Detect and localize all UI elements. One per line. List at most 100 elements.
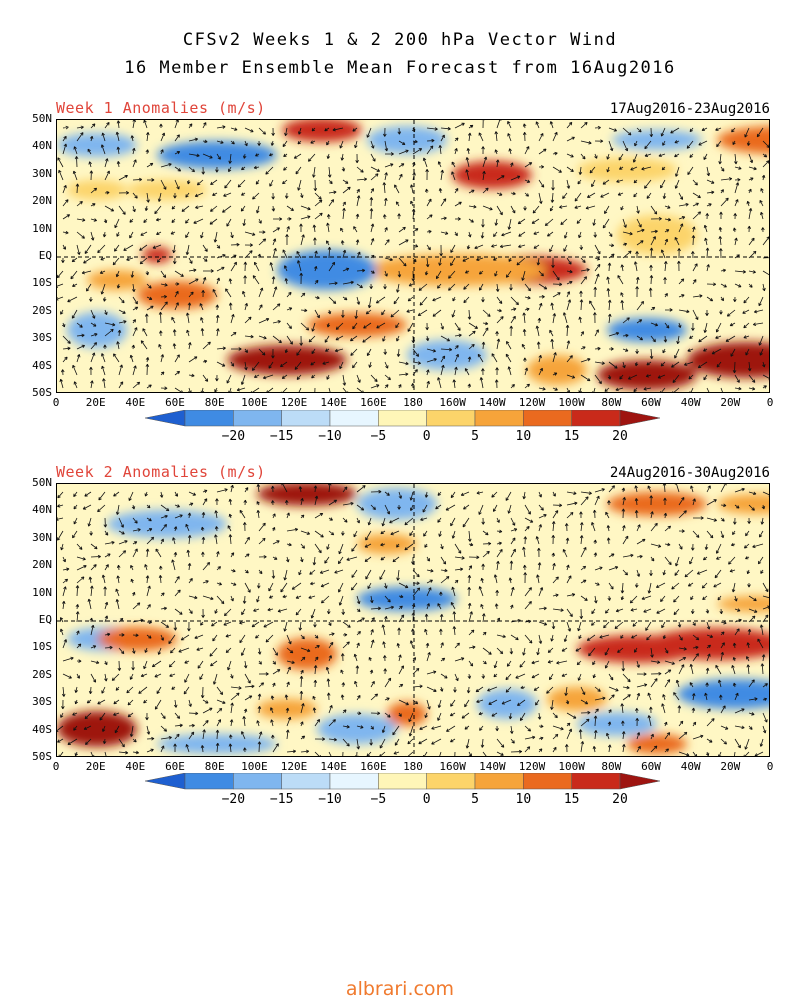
wind-vector-arrow	[439, 614, 444, 623]
wind-vector-arrow	[104, 751, 107, 756]
wind-vector-arrow	[524, 725, 532, 732]
wind-vector-arrow	[562, 192, 568, 199]
wind-vector-arrow	[118, 633, 125, 637]
wind-vector-arrow	[499, 244, 512, 249]
wind-vector-arrow	[370, 384, 380, 389]
wind-vector-arrow	[327, 484, 332, 493]
wind-vector-arrow	[658, 153, 666, 158]
wind-vector-arrow	[664, 647, 669, 654]
wind-vector-arrow	[214, 387, 218, 392]
wind-vector-arrow	[605, 511, 610, 519]
wind-vector-arrow	[674, 153, 680, 158]
wind-vector-arrow	[376, 322, 386, 329]
colorbar-tick-label: −15	[269, 429, 294, 444]
wind-vector-arrow	[689, 556, 694, 565]
wind-vector-arrow	[90, 585, 94, 597]
wind-vector-arrow	[508, 257, 512, 262]
wind-vector-arrow	[284, 694, 289, 701]
wind-vector-arrow	[356, 608, 361, 612]
wind-vector-arrow	[734, 738, 741, 749]
wind-vector-arrow	[84, 491, 92, 497]
wind-vector-arrow	[635, 582, 639, 588]
wind-vector-arrow	[104, 645, 113, 650]
wind-vector-arrow	[748, 595, 757, 602]
wind-vector-arrow	[480, 738, 485, 748]
wind-vector-arrow	[332, 127, 344, 132]
wind-vector-arrow	[692, 211, 702, 220]
wind-vector-arrow	[580, 699, 589, 705]
wind-vector-arrow	[118, 381, 124, 389]
wind-vector-arrow	[256, 205, 260, 214]
wind-vector-arrow	[258, 127, 266, 135]
wind-vector-arrow	[398, 582, 409, 589]
wind-vector-arrow	[744, 127, 750, 138]
wind-vector-arrow	[132, 381, 141, 389]
wind-vector-arrow	[467, 383, 472, 389]
wind-vector-arrow	[748, 712, 755, 716]
wind-vector-arrow	[426, 686, 437, 692]
wind-vector-arrow	[230, 686, 242, 690]
wind-vector-arrow	[411, 127, 416, 133]
wind-vector-arrow	[202, 244, 208, 252]
wind-vector-arrow	[171, 316, 176, 324]
wind-vector-arrow	[397, 504, 401, 510]
wind-vector-arrow	[424, 613, 429, 623]
wind-vector-arrow	[342, 751, 344, 756]
wind-vector-arrow	[57, 283, 64, 288]
wind-vector-arrow	[608, 140, 614, 152]
wind-vector-arrow	[622, 569, 628, 576]
wind-vector-arrow	[519, 660, 526, 668]
wind-vector-arrow	[84, 712, 92, 720]
wind-vector-arrow	[104, 540, 115, 545]
colorbar-tick-label: 0	[422, 792, 431, 807]
wind-vector-arrow	[228, 278, 233, 285]
wind-vector-arrow	[566, 340, 571, 350]
wind-vector-arrow	[426, 214, 433, 220]
wind-vector-arrow	[370, 629, 374, 636]
wind-vector-arrow	[328, 517, 333, 521]
wind-vector-arrow	[531, 660, 540, 665]
wind-vector-arrow	[649, 495, 653, 506]
wind-vector-arrow	[607, 595, 612, 601]
anomaly-region	[357, 534, 417, 554]
wind-vector-arrow	[635, 251, 639, 259]
wind-vector-arrow	[496, 617, 501, 623]
wind-vector-arrow	[580, 357, 591, 363]
wind-vector-arrow	[426, 198, 432, 207]
wind-vector-arrow	[397, 627, 401, 636]
wind-vector-arrow	[313, 485, 318, 493]
wind-vector-arrow	[113, 699, 120, 705]
wind-vector-arrow	[692, 226, 696, 233]
wind-vector-arrow	[524, 383, 530, 389]
wind-vector-arrow	[734, 254, 740, 259]
wind-vector-arrow	[188, 578, 193, 584]
wind-vector-arrow	[101, 132, 106, 142]
wind-vector-arrow	[314, 279, 319, 285]
wind-vector-arrow	[454, 556, 465, 560]
wind-vector-arrow	[73, 517, 78, 525]
wind-vector-arrow	[602, 179, 610, 185]
week2-colorbar: −20 −15 −10 −5 0 5 10 15 20	[0, 773, 800, 813]
wind-vector-arrow	[327, 608, 331, 615]
wind-vector-arrow	[476, 491, 484, 495]
wind-vector-arrow	[720, 189, 724, 194]
wind-vector-arrow	[690, 608, 695, 614]
wind-vector-arrow	[664, 229, 670, 233]
wind-vector-arrow	[450, 517, 456, 527]
wind-vector-arrow	[334, 348, 344, 353]
wind-vector-arrow	[594, 329, 599, 337]
wind-vector-arrow	[495, 283, 500, 292]
anomaly-region	[627, 734, 687, 754]
wind-vector-arrow	[300, 308, 308, 313]
wind-vector-arrow	[650, 660, 661, 664]
wind-vector-arrow	[760, 188, 764, 194]
wind-vector-arrow	[211, 621, 218, 627]
wind-vector-arrow	[678, 634, 683, 641]
wind-vector-arrow	[300, 498, 304, 506]
wind-vector-arrow	[313, 679, 318, 688]
wind-vector-arrow	[216, 125, 226, 129]
wind-vector-arrow	[482, 751, 487, 756]
wind-vector-arrow	[300, 634, 305, 640]
wind-vector-arrow	[58, 169, 64, 181]
wind-vector-arrow	[160, 386, 168, 390]
